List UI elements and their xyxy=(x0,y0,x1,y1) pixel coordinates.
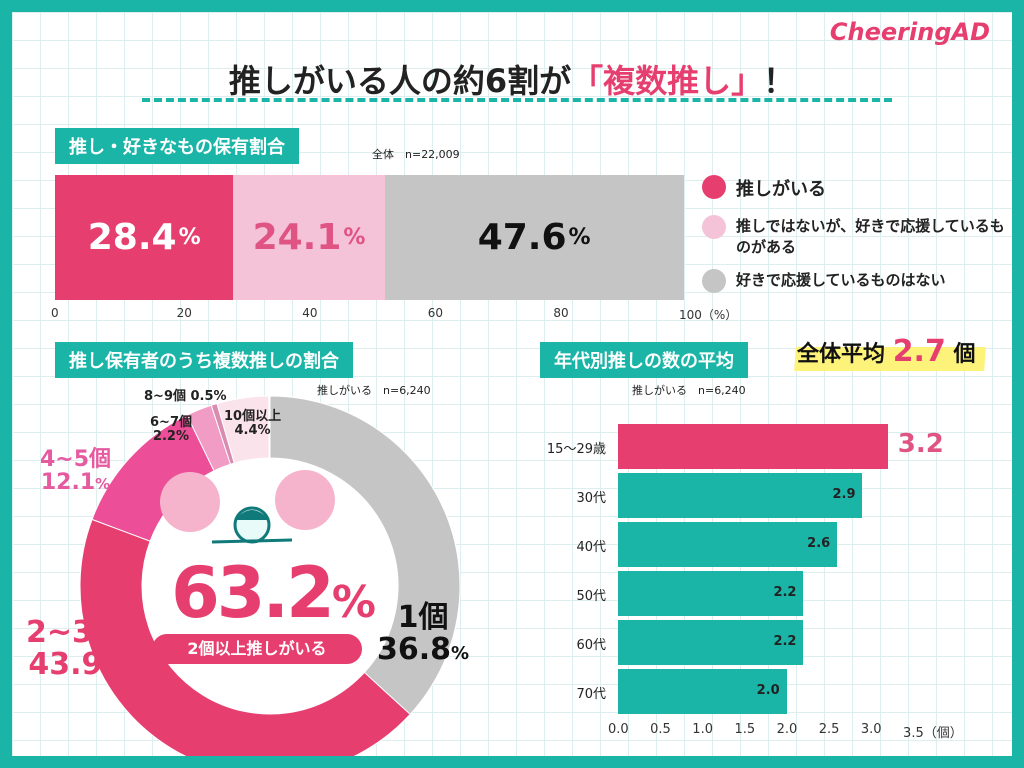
x-tick-label: 80 xyxy=(553,306,569,320)
label-cat: 8~9個 xyxy=(144,389,186,404)
bar-value: 2.2 xyxy=(773,634,797,649)
legend-swatch xyxy=(702,215,726,239)
label-val: 4.4% xyxy=(234,422,271,438)
label-cat: 6~7個 xyxy=(150,415,192,430)
center-number: 63.2 xyxy=(171,552,335,634)
x-tick-label: 40 xyxy=(302,306,318,320)
x-tick-label: 0 xyxy=(51,306,59,320)
age-bar xyxy=(618,571,804,616)
label-6-7: 6~7個 2.2% xyxy=(150,416,192,443)
y-category-label: 40代 xyxy=(576,540,606,555)
y-category-label: 30代 xyxy=(576,491,606,506)
bar-value: 2.6 xyxy=(807,536,831,551)
section1-note: 全体 n=22,009 xyxy=(372,148,460,161)
label-8-9: 8~9個 0.5% xyxy=(144,390,227,404)
section3-note: 推しがいる n=6,240 xyxy=(632,384,746,397)
bar-value: 2.0 xyxy=(756,683,780,698)
label-cat: 10個以上 xyxy=(224,409,282,424)
avg-unit: 個 xyxy=(953,342,976,367)
stacked-segment: 47.6% xyxy=(384,175,684,300)
label-val: 36.8 xyxy=(377,631,452,667)
x-tick-label: 20 xyxy=(176,306,192,320)
legend-item: 推しではないが、好きで応援しているものがある xyxy=(702,215,1006,257)
segment-value: 28.4 xyxy=(87,217,177,258)
legend-swatch xyxy=(702,175,726,199)
age-bar xyxy=(618,473,863,518)
x-tick-label: 0.5 xyxy=(650,722,671,737)
stacked-segment: 24.1% xyxy=(233,175,385,300)
x-tick-label: 60 xyxy=(427,306,444,320)
age-bar xyxy=(618,522,838,567)
age-bar xyxy=(618,620,804,665)
label-4-5: 4~5個 12.1% xyxy=(40,447,112,496)
label-cat: 4~5個 xyxy=(40,447,112,472)
stacked-segment: 28.4% xyxy=(55,175,234,300)
avg-label: 全体平均 xyxy=(797,342,886,367)
age-bar xyxy=(618,669,787,714)
cheering-character-icon xyxy=(160,470,335,544)
title-post: ！ xyxy=(763,62,796,100)
x-tick-label: 1.5 xyxy=(734,722,756,737)
x-tick-label: 2.5 xyxy=(818,722,840,737)
label-val: 0.5% xyxy=(190,389,227,404)
label-val: 2.2% xyxy=(152,428,190,444)
section2-tag: 推し保有者のうち複数推しの割合 xyxy=(55,342,353,378)
center-value: 63.2% xyxy=(162,552,382,634)
title-divider xyxy=(142,98,892,102)
label-val: 43.9 xyxy=(28,646,103,682)
y-category-label: 50代 xyxy=(576,589,606,604)
bar-value: 2.9 xyxy=(832,487,856,502)
title-highlight: 「複数推し」 xyxy=(571,62,764,100)
y-category-label: 60代 xyxy=(576,638,606,653)
label-val: 12.1 xyxy=(40,470,96,496)
section2-note: 推しがいる n=6,240 xyxy=(317,384,431,397)
center-label: 2個以上推しがいる xyxy=(152,634,362,664)
label-cat: 2~3個 xyxy=(26,615,123,650)
x-tick-label: 3.5（個） xyxy=(903,726,963,741)
label-1: 1個 36.8% xyxy=(377,600,470,667)
label-2-3: 2~3個 43.9% xyxy=(26,615,123,682)
legend-label: 推しではないが、好きで応援しているものがある xyxy=(736,217,1005,256)
x-tick-label: 3.0 xyxy=(860,722,882,737)
segment-unit: % xyxy=(568,225,591,250)
logo: CheeringAD xyxy=(829,18,990,46)
label-cat: 1個 xyxy=(397,600,449,635)
y-category-label: 15〜29歳 xyxy=(546,442,606,457)
infographic: CheeringAD 推しがいる人の約6割が「複数推し」！ 推し・好きなもの保有… xyxy=(12,12,1012,756)
x-tick-label: 0.0 xyxy=(608,722,629,737)
center-unit: % xyxy=(331,577,376,628)
label-10plus: 10個以上 4.4% xyxy=(224,410,281,437)
donut-slice xyxy=(79,518,411,756)
y-category-label: 70代 xyxy=(576,687,606,702)
page-title: 推しがいる人の約6割が「複数推し」！ xyxy=(12,56,1012,102)
legend-swatch xyxy=(702,269,726,293)
segment-value: 47.6 xyxy=(477,217,567,258)
avg-value: 2.7 xyxy=(892,334,946,369)
legend-item: 好きで応援しているものはない xyxy=(702,269,946,293)
bar-value: 3.2 xyxy=(897,429,944,459)
overall-average: 全体平均 2.7 個 xyxy=(797,334,976,369)
x-tick-label: 2.0 xyxy=(776,722,798,737)
bar-value: 2.2 xyxy=(773,585,797,600)
section3-tag: 年代別推しの数の平均 xyxy=(540,342,748,378)
age-bar xyxy=(618,424,888,469)
segment-unit: % xyxy=(343,225,366,250)
title-pre: 推しがいる人の約6割が xyxy=(228,62,572,100)
x-tick-label: 100（%） xyxy=(679,308,738,322)
legend-label: 好きで応援しているものはない xyxy=(736,271,946,289)
x-tick-label: 1.0 xyxy=(692,722,713,737)
legend-item: 推しがいる xyxy=(702,175,826,201)
section1-tag: 推し・好きなもの保有割合 xyxy=(55,128,299,164)
legend-label: 推しがいる xyxy=(736,179,826,200)
segment-value: 24.1 xyxy=(252,217,342,258)
segment-unit: % xyxy=(178,225,201,250)
